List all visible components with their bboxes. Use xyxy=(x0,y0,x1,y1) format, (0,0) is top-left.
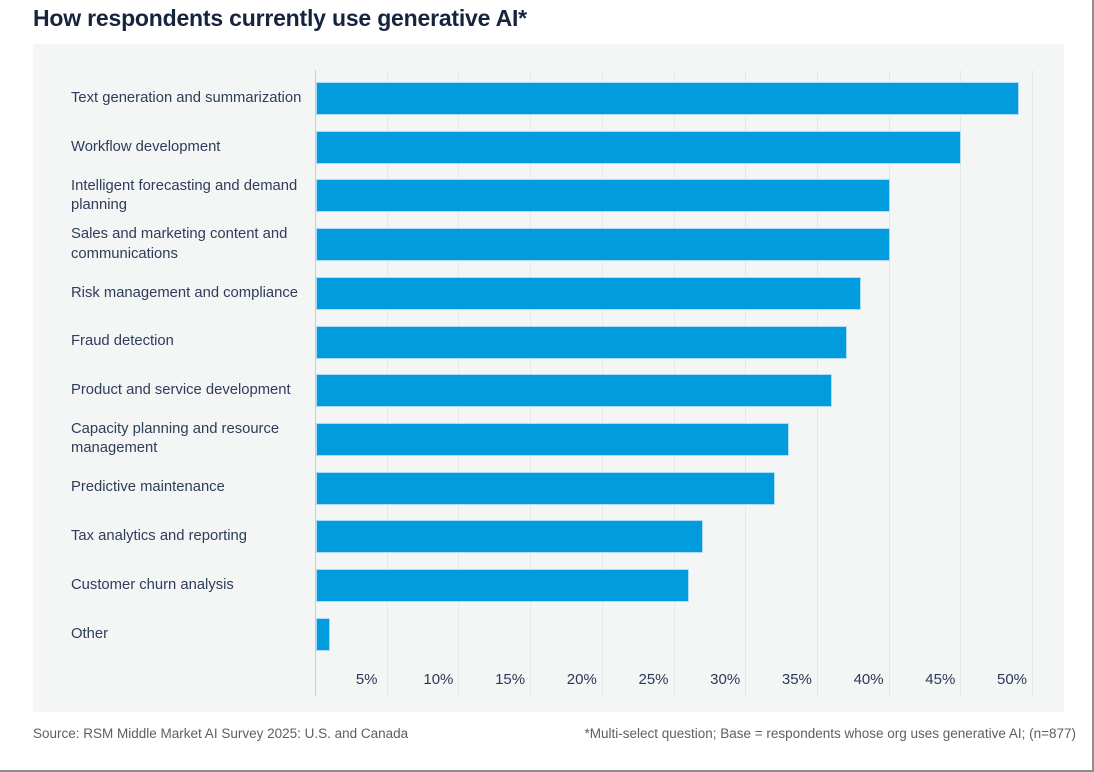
category-label: Customer churn analysis xyxy=(71,576,234,593)
bar xyxy=(316,325,847,359)
gridline xyxy=(960,70,962,696)
bar xyxy=(316,82,1019,115)
bar xyxy=(316,471,775,505)
gridline xyxy=(1032,70,1033,696)
category-label: Sales and marketing content and communic… xyxy=(71,226,288,262)
y-axis-line xyxy=(315,70,316,696)
x-tick-label: 40% xyxy=(853,671,884,688)
x-tick-label: 25% xyxy=(638,671,669,688)
x-tick-label: 45% xyxy=(925,671,956,688)
category-label: Intelligent forecasting and demand plann… xyxy=(71,177,298,213)
footnote-text: *Multi-select question; Base = responden… xyxy=(584,726,1076,741)
category-label: Text generation and summarization xyxy=(71,89,302,106)
category-label: Fraud detection xyxy=(71,333,174,350)
chart-plot-panel: Text generation and summarization Workfl… xyxy=(33,44,1064,712)
category-label: Product and service development xyxy=(71,382,291,399)
bar xyxy=(316,569,689,602)
bar xyxy=(316,422,790,456)
x-tick-label: 30% xyxy=(710,671,741,688)
bar xyxy=(316,374,833,408)
bar xyxy=(316,617,331,651)
x-tick-label: 15% xyxy=(495,671,526,688)
category-label: Capacity planning and resource managemen… xyxy=(71,421,280,457)
x-tick-label: 20% xyxy=(566,671,597,688)
category-label: Risk management and compliance xyxy=(71,284,299,301)
bar xyxy=(316,130,962,164)
category-label: Other xyxy=(71,625,109,642)
chart-title: How respondents currently use generative… xyxy=(33,5,527,31)
category-label: Tax analytics and reporting xyxy=(71,528,248,545)
x-tick-label: 5% xyxy=(355,671,378,688)
bar xyxy=(316,276,861,310)
bar xyxy=(316,179,890,213)
bar xyxy=(316,520,704,554)
category-label: Workflow development xyxy=(71,138,221,155)
gridline xyxy=(888,70,890,696)
source-text: Source: RSM Middle Market AI Survey 2025… xyxy=(33,726,409,741)
x-tick-label: 10% xyxy=(423,671,454,688)
x-tick-label: 35% xyxy=(781,671,812,688)
category-label: Predictive maintenance xyxy=(71,479,225,496)
x-tick-label: 50% xyxy=(996,671,1028,688)
bar xyxy=(316,228,890,262)
